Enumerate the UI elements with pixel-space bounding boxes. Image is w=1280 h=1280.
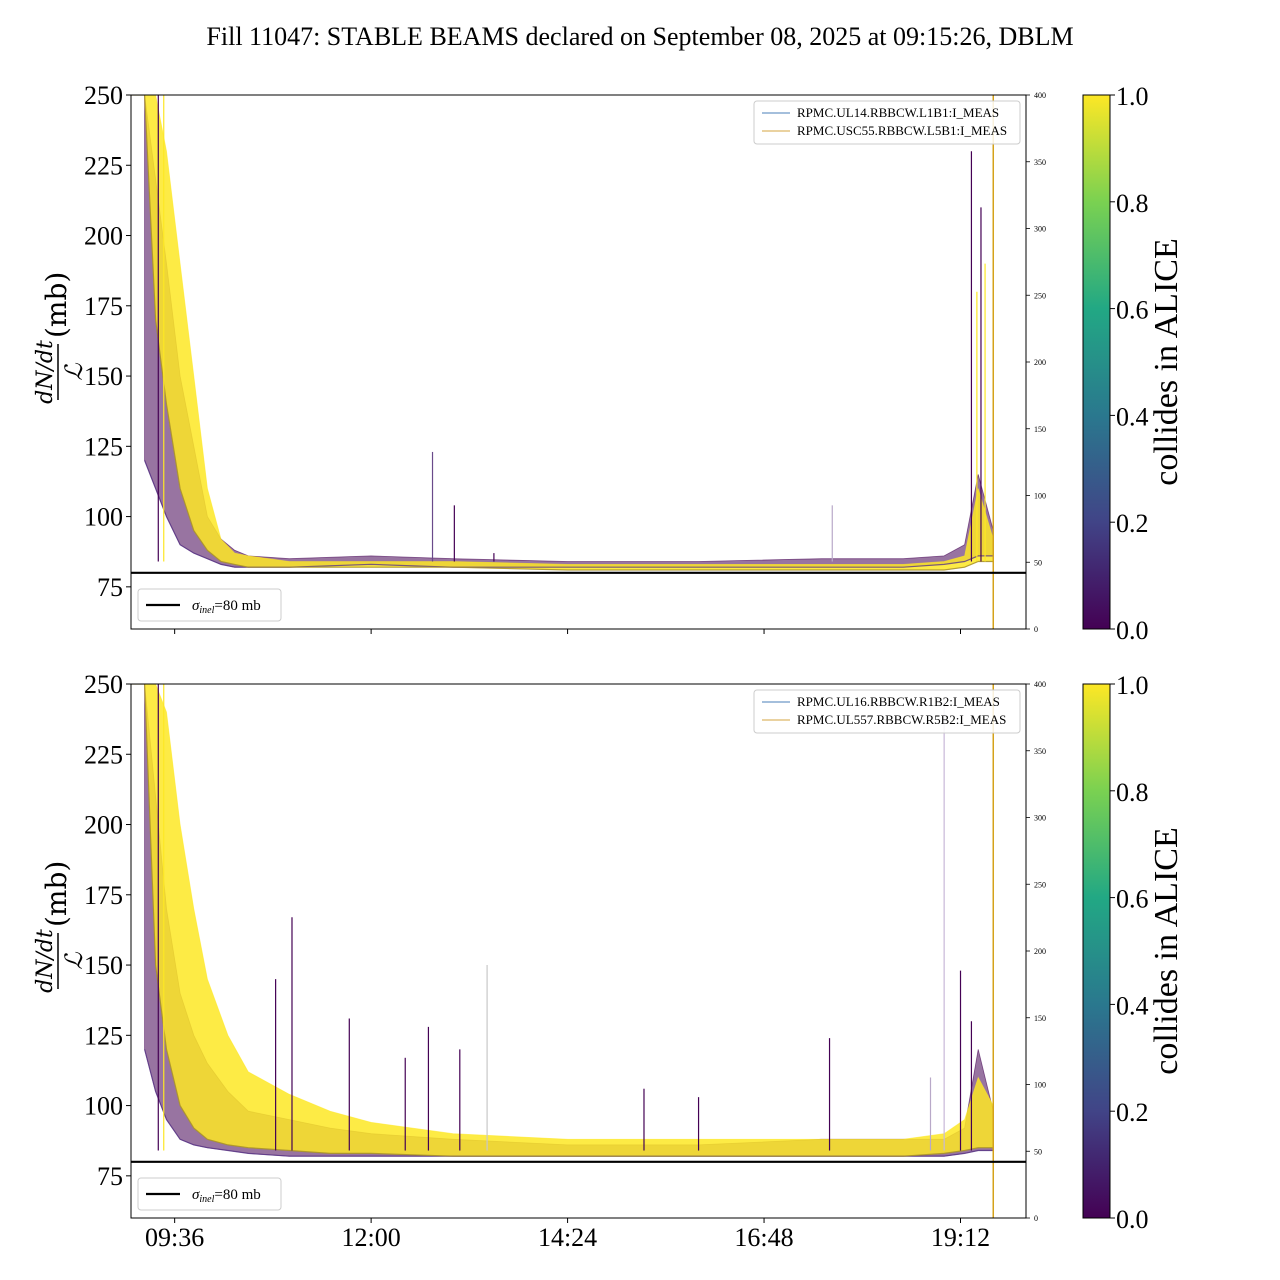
colorbar-tick-label: 0.4 bbox=[1116, 402, 1149, 431]
series-line-base bbox=[131, 684, 994, 1157]
y2-tick-label: 150 bbox=[1034, 425, 1046, 434]
y-tick-label: 75 bbox=[97, 1162, 123, 1191]
y2-tick-label: 250 bbox=[1034, 291, 1046, 300]
y2-tick-label: 400 bbox=[1034, 680, 1046, 689]
y2-tick-label: 150 bbox=[1034, 1014, 1046, 1023]
colorbar-tick-label: 0.8 bbox=[1116, 189, 1149, 218]
colorbar-gradient bbox=[1082, 683, 1111, 1219]
y2-tick-label: 0 bbox=[1034, 1214, 1038, 1223]
colorbar-tick-label: 0.0 bbox=[1116, 1205, 1149, 1234]
colorbar-tick-label: 0.0 bbox=[1116, 616, 1149, 645]
colorbar-tick-label: 0.6 bbox=[1116, 296, 1149, 325]
y2-tick-label: 350 bbox=[1034, 747, 1046, 756]
y2-tick-label: 100 bbox=[1034, 492, 1046, 501]
y2-tick-label: 400 bbox=[1034, 91, 1046, 100]
chart-title: Fill 11047: STABLE BEAMS declared on Sep… bbox=[206, 22, 1073, 51]
colorbar-tick-label: 1.0 bbox=[1116, 82, 1149, 111]
colorbar-tick-label: 0.4 bbox=[1116, 991, 1149, 1020]
y2-tick-label: 200 bbox=[1034, 947, 1046, 956]
x-tick-label: 14:24 bbox=[538, 1223, 597, 1252]
y-tick-label: 175 bbox=[84, 881, 123, 910]
y-tick-label: 125 bbox=[84, 1021, 123, 1050]
plot-area bbox=[131, 95, 995, 629]
colorbar-tick-label: 0.2 bbox=[1116, 509, 1149, 538]
x-tick-label: 12:00 bbox=[342, 1223, 401, 1252]
y2-tick-label: 100 bbox=[1034, 1081, 1046, 1090]
y2-tick-label: 50 bbox=[1034, 558, 1042, 567]
x-tick-label: 09:36 bbox=[145, 1223, 204, 1252]
y-tick-label: 250 bbox=[84, 81, 123, 110]
series-band-yellow bbox=[131, 684, 994, 1157]
y-tick-label: 100 bbox=[84, 1092, 123, 1121]
legend-entry: RPMC.UL557.RBBCW.R5B2:I_MEAS bbox=[797, 712, 1006, 727]
legend-entry: RPMC.UL16.RBBCW.R1B2:I_MEAS bbox=[797, 694, 1000, 709]
colorbar-tick-label: 0.8 bbox=[1116, 778, 1149, 807]
y2-tick-label: 0 bbox=[1034, 625, 1038, 634]
sigma-legend-box bbox=[137, 588, 282, 622]
y-label-numerator: dN/dt bbox=[33, 929, 58, 993]
y-tick-label: 225 bbox=[84, 740, 123, 769]
legend-box bbox=[753, 100, 1021, 145]
legend-box bbox=[753, 689, 1021, 734]
series-band-purple bbox=[144, 95, 994, 568]
sigma-legend-text: σinel=80 mb bbox=[192, 598, 261, 616]
legend-entry: RPMC.UL14.RBBCW.L1B1:I_MEAS bbox=[797, 105, 999, 120]
chart-panel-1: 75 100 125 150 175 200 225 250 0 50 100 150 200 250 30… bbox=[33, 81, 1185, 645]
y-tick-label: 225 bbox=[84, 151, 123, 180]
legend-entry: RPMC.USC55.RBBCW.L5B1:I_MEAS bbox=[797, 123, 1007, 138]
colorbar-tick-label: 0.6 bbox=[1116, 885, 1149, 914]
colorbar-tick-label: 0.2 bbox=[1116, 1098, 1149, 1127]
y-label-unit: (mb) bbox=[40, 861, 73, 927]
sigma-legend-box bbox=[137, 1177, 282, 1211]
y2-tick-label: 300 bbox=[1034, 814, 1046, 823]
colorbar: 0.0 0.2 0.4 0.6 0.8 1.0 collides in ALICE bbox=[1082, 671, 1185, 1234]
y2-tick-label: 300 bbox=[1034, 225, 1046, 234]
colorbar: 0.0 0.2 0.4 0.6 0.8 1.0 collides in ALICE bbox=[1082, 82, 1185, 645]
series-line-lower bbox=[144, 460, 994, 568]
y-tick-label: 125 bbox=[84, 432, 123, 461]
colorbar-label: collides in ALICE bbox=[1148, 827, 1185, 1074]
y2-tick-label: 250 bbox=[1034, 880, 1046, 889]
y2-tick-label: 200 bbox=[1034, 358, 1046, 367]
y-tick-label: 150 bbox=[84, 951, 123, 980]
y-axis-label: dN/dt ℒ (mb) bbox=[33, 272, 88, 404]
y-axis-label: dN/dt ℒ (mb) bbox=[33, 861, 88, 993]
sigma-legend-text: σinel=80 mb bbox=[192, 1187, 261, 1205]
y-label-numerator: dN/dt bbox=[33, 340, 58, 404]
y-tick-label: 250 bbox=[84, 670, 123, 699]
y-label-denominator: ℒ bbox=[60, 952, 88, 970]
colorbar-label: collides in ALICE bbox=[1148, 238, 1185, 485]
plot-area bbox=[131, 684, 995, 1218]
y-tick-label: 100 bbox=[84, 503, 123, 532]
colorbar-gradient bbox=[1082, 94, 1111, 630]
x-tick-label: 16:48 bbox=[734, 1223, 793, 1252]
chart-panel-2: 75 100 125 150 175 200 225 250 0 50 100 150 200 250 30… bbox=[33, 670, 1185, 1252]
y-tick-label: 200 bbox=[84, 811, 123, 840]
axes-frame bbox=[130, 94, 1027, 630]
series-band-yellow bbox=[131, 95, 994, 571]
series-line-lower bbox=[144, 1049, 994, 1157]
colorbar-tick-label: 1.0 bbox=[1116, 671, 1149, 700]
y-tick-label: 200 bbox=[84, 222, 123, 251]
y-label-denominator: ℒ bbox=[60, 363, 88, 381]
y-tick-label: 75 bbox=[97, 573, 123, 602]
y-tick-label: 150 bbox=[84, 362, 123, 391]
series-line-base bbox=[131, 95, 994, 571]
y2-tick-label: 350 bbox=[1034, 158, 1046, 167]
y-tick-label: 175 bbox=[84, 292, 123, 321]
y-label-unit: (mb) bbox=[40, 272, 73, 338]
x-tick-label: 19:12 bbox=[931, 1223, 990, 1252]
y2-tick-label: 50 bbox=[1034, 1147, 1042, 1156]
